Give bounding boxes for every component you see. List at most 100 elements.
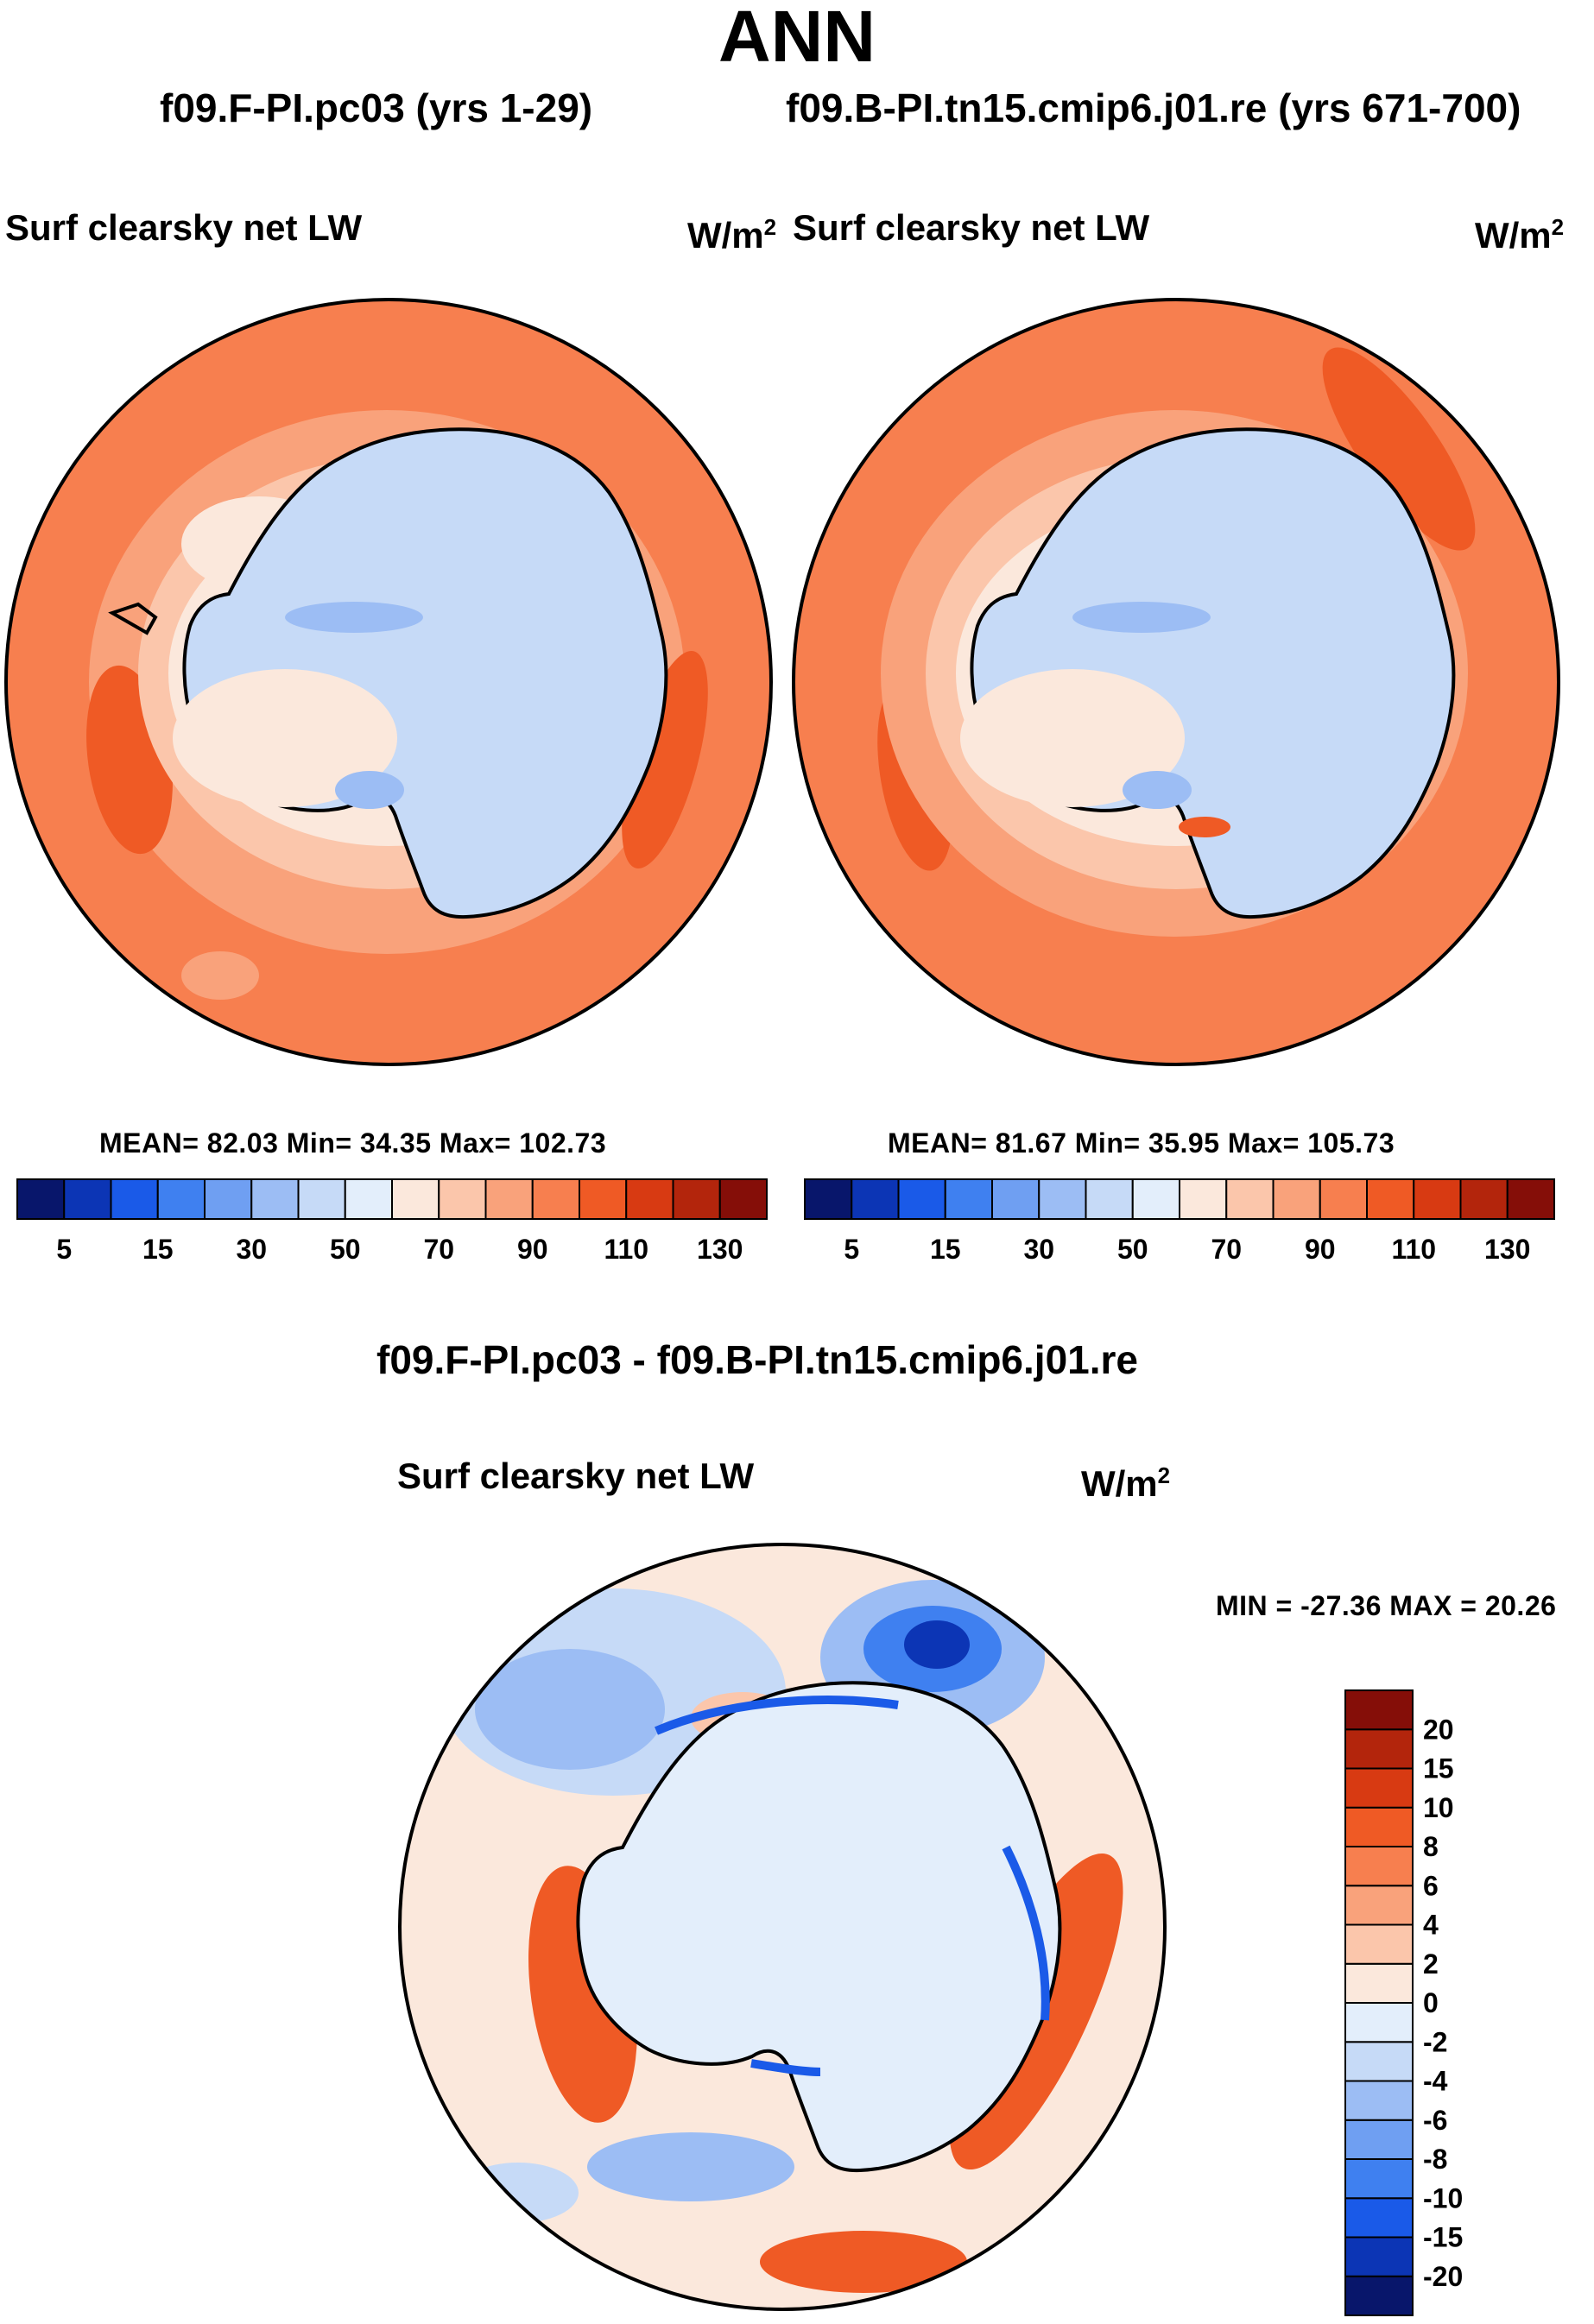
panel2-colorbar-swatch [991,1178,1041,1220]
diff-colorbar-swatch [1344,2236,1414,2277]
panel1-colorbar-swatch [438,1178,487,1220]
diff-colorbar-tick-label: 2 [1423,1948,1439,1980]
diff-colorbar-tick-label: 8 [1423,1831,1439,1862]
diff-colorbar-tick-label: -8 [1423,2144,1447,2175]
panel1-colorbar-swatch [204,1178,253,1220]
panel1-colorbar-tick-label: 30 [236,1234,267,1265]
panel2-colorbar-swatch [1272,1178,1321,1220]
panel2-colorbar-swatch [851,1178,900,1220]
diff-colorbar-tick-label: -20 [1423,2261,1463,2292]
panel1-colorbar-tick-label: 110 [604,1234,648,1265]
diff-colorbar-swatch [1344,2158,1414,2200]
diff-colorbar-swatch [1344,2041,1414,2082]
diff-colorbar-swatch [1344,2002,1414,2043]
diff-colorbar-swatch [1344,1923,1414,1965]
diff-colorbar-swatch [1344,1962,1414,2004]
panel1-colorbar: 5 15 30 50 70 90 110 130 [16,1178,768,1265]
panel2-colorbar-swatch [944,1178,993,1220]
diff-map [400,1544,1165,2309]
panel2-colorbar-tick-label: 50 [1117,1234,1148,1265]
panel2-colorbar: 5 15 30 50 70 90 110 130 [804,1178,1555,1265]
panel1-colorbar-swatch [718,1178,768,1220]
panel1-colorbar-tick-label: 15 [142,1234,174,1265]
diff-colorbar-swatch [1344,1767,1414,1809]
season-title: ANN [718,0,876,77]
panel2-colorbar-tick-label: 90 [1305,1234,1336,1265]
diff-colorbar-swatch [1344,2275,1414,2316]
panel2-colorbar-tick-label: 70 [1211,1234,1242,1265]
panel1-map [6,300,771,1064]
panel2-colorbar-tick-label: 130 [1484,1234,1530,1265]
diff-colorbar-swatch [1344,2080,1414,2121]
panel2-map [794,300,1559,1064]
panel2-colorbar-swatch [1413,1178,1462,1220]
panel1-stats: MEAN= 82.03 Min= 34.35 Max= 102.73 [99,1127,607,1159]
panel2-colorbar-swatch [1179,1178,1228,1220]
diff-variable-label: Surf clearsky net LW [397,1456,755,1496]
panel1-colorbar-swatch [672,1178,721,1220]
diff-colorbar-swatch [1344,2119,1414,2160]
diff-colorbar-tick-label: -15 [1423,2222,1463,2253]
diff-colorbar-swatch [1344,2197,1414,2239]
panel1-colorbar-swatch [344,1178,393,1220]
panel1-colorbar-swatch [531,1178,580,1220]
panel2-variable-label: Surf clearsky net LW [793,207,1150,248]
diff-colorbar-tick-label: -10 [1423,2182,1463,2213]
panel2-colorbar-tick-label: 5 [844,1234,859,1265]
panel1-colorbar-tick-label: 50 [330,1234,361,1265]
diff-colorbar-tick-label: -2 [1423,2026,1447,2057]
panel1-colorbar-swatch [156,1178,206,1220]
panel1-colorbar-swatch [391,1178,440,1220]
panel1-units: W/m2 [687,214,777,256]
panel1-colorbar-tick-label: 70 [423,1234,454,1265]
panel1-colorbar-swatch [579,1178,628,1220]
panel2-units: W/m2 [1475,214,1565,256]
diff-colorbar-tick-label: 20 [1423,1714,1454,1745]
panel1-colorbar-swatch [297,1178,346,1220]
diff-colorbar-tick-label: 6 [1423,1870,1439,1901]
diff-colorbar-tick-label: -4 [1423,2066,1448,2097]
diff-units: W/m2 [1081,1462,1171,1504]
panel2-stats: MEAN= 81.67 Min= 35.95 Max= 105.73 [888,1127,1395,1159]
diff-colorbar-tick-label: 10 [1423,1792,1454,1823]
diff-colorbar-tick-label: -6 [1423,2105,1447,2136]
diff-colorbar-tick-label: 15 [1423,1753,1454,1784]
panel2-colorbar-tick-label: 30 [1023,1234,1054,1265]
panel2-colorbar-swatch [804,1178,853,1220]
panel1-case-title: f09.F-PI.pc03 (yrs 1-29) [160,85,593,130]
diff-colorbar-swatch [1344,1689,1414,1731]
diff-colorbar-tick-label: 0 [1423,1987,1439,2018]
diff-colorbar-tick-label: 4 [1423,1910,1439,1941]
panel2-colorbar-swatch [1085,1178,1134,1220]
panel2-map-boundary [792,298,1560,1066]
diff-map-boundary [398,1543,1167,2311]
diff-stats: MIN = -27.36 MAX = 20.26 [1216,1590,1557,1621]
panel2-colorbar-tick-label: 110 [1391,1234,1436,1265]
panel2-colorbar-tick-label: 15 [930,1234,961,1265]
panel1-colorbar-tick-label: 130 [697,1234,743,1265]
panel2-colorbar-swatch [1366,1178,1415,1220]
panel2-colorbar-swatch [1459,1178,1509,1220]
panel1-colorbar-swatch [63,1178,112,1220]
panel2-colorbar-swatch [897,1178,946,1220]
panel1-variable-label: Surf clearsky net LW [5,207,363,248]
diff-colorbar-swatch [1344,1728,1414,1770]
panel1-colorbar-swatch [250,1178,300,1220]
panel1-colorbar-tick-label: 90 [517,1234,548,1265]
panel2-colorbar-swatch [1506,1178,1555,1220]
diff-colorbar-swatch [1344,1806,1414,1847]
panel1-colorbar-tick-label: 5 [56,1234,72,1265]
panel1-colorbar-swatch [484,1178,534,1220]
panel2-colorbar-swatch [1225,1178,1275,1220]
panel1-colorbar-swatch [625,1178,674,1220]
panel2-colorbar-swatch [1319,1178,1368,1220]
panel1-colorbar-swatch [110,1178,159,1220]
diff-colorbar-swatch [1344,1885,1414,1926]
diff-title: f09.F-PI.pc03 - f09.B-PI.tn15.cmip6.j01.… [376,1337,1138,1382]
panel1-map-boundary [4,298,773,1066]
panel2-colorbar-swatch [1131,1178,1180,1220]
panel2-colorbar-swatch [1038,1178,1087,1220]
panel1-colorbar-swatch [16,1178,66,1220]
